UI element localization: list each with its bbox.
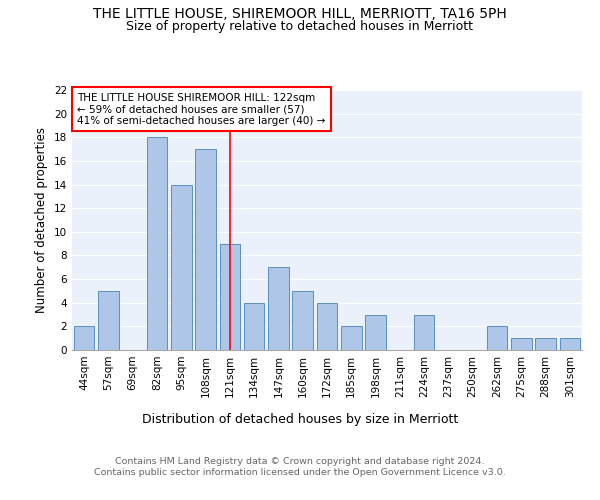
Bar xyxy=(365,314,386,350)
Bar xyxy=(341,326,362,350)
Bar xyxy=(511,338,532,350)
Bar xyxy=(414,314,434,350)
Bar xyxy=(220,244,240,350)
Y-axis label: Number of detached properties: Number of detached properties xyxy=(35,127,49,313)
Bar xyxy=(244,302,265,350)
Bar xyxy=(146,138,167,350)
Bar xyxy=(268,268,289,350)
Bar xyxy=(317,302,337,350)
Bar xyxy=(292,291,313,350)
Text: THE LITTLE HOUSE SHIREMOOR HILL: 122sqm
← 59% of detached houses are smaller (57: THE LITTLE HOUSE SHIREMOOR HILL: 122sqm … xyxy=(77,92,325,126)
Bar xyxy=(98,291,119,350)
Bar xyxy=(74,326,94,350)
Bar xyxy=(535,338,556,350)
Bar xyxy=(560,338,580,350)
Bar xyxy=(487,326,508,350)
Text: Contains HM Land Registry data © Crown copyright and database right 2024.
Contai: Contains HM Land Registry data © Crown c… xyxy=(94,458,506,477)
Bar xyxy=(171,184,191,350)
Bar xyxy=(195,149,216,350)
Text: THE LITTLE HOUSE, SHIREMOOR HILL, MERRIOTT, TA16 5PH: THE LITTLE HOUSE, SHIREMOOR HILL, MERRIO… xyxy=(93,8,507,22)
Text: Distribution of detached houses by size in Merriott: Distribution of detached houses by size … xyxy=(142,412,458,426)
Text: Size of property relative to detached houses in Merriott: Size of property relative to detached ho… xyxy=(127,20,473,33)
